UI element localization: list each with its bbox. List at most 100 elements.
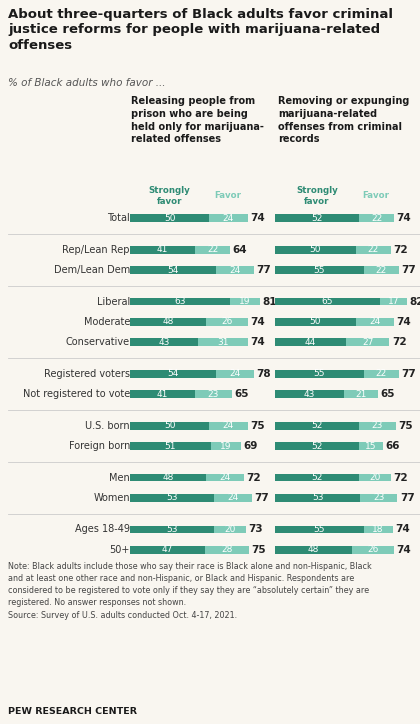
Text: 20: 20 [369, 473, 381, 482]
Bar [359, 214, 394, 222]
Text: 72: 72 [394, 245, 408, 255]
Text: Releasing people from
prison who are being
held only for marijuana-
related offe: Releasing people from prison who are bei… [131, 96, 264, 144]
Text: Rep/Lean Rep: Rep/Lean Rep [63, 245, 130, 255]
Text: Moderate: Moderate [84, 317, 130, 327]
Text: Removing or expunging
marijuana-related
offenses from criminal
records: Removing or expunging marijuana-related … [278, 96, 409, 144]
Text: 44: 44 [305, 338, 316, 347]
Bar [210, 422, 247, 429]
Text: 28: 28 [221, 545, 233, 555]
Text: 24: 24 [223, 421, 234, 430]
Text: 74: 74 [396, 544, 412, 555]
Bar [275, 390, 344, 398]
Text: 55: 55 [314, 369, 325, 379]
Bar [130, 214, 210, 222]
Text: 52: 52 [311, 473, 323, 482]
Bar [275, 422, 359, 429]
Text: 55: 55 [314, 266, 325, 274]
Text: 81: 81 [262, 297, 277, 306]
Bar [216, 266, 254, 274]
Text: 19: 19 [220, 442, 232, 450]
Bar [359, 422, 396, 429]
Text: Total: Total [107, 213, 130, 223]
Bar [346, 338, 389, 346]
Text: 74: 74 [396, 213, 412, 223]
Text: 77: 77 [256, 265, 271, 275]
Text: 43: 43 [158, 338, 170, 347]
Bar [275, 442, 359, 450]
Text: 73: 73 [248, 524, 263, 534]
Text: 24: 24 [223, 214, 234, 223]
Text: 23: 23 [372, 421, 383, 430]
Text: 21: 21 [356, 390, 367, 399]
Text: 72: 72 [392, 337, 407, 348]
Text: 24: 24 [369, 317, 381, 327]
Text: Liberal: Liberal [97, 297, 130, 306]
Text: 53: 53 [312, 494, 323, 502]
Bar [380, 298, 407, 306]
Text: Note: Black adults include those who say their race is Black alone and non-Hispa: Note: Black adults include those who say… [8, 562, 372, 620]
Bar [275, 214, 359, 222]
Text: 75: 75 [398, 421, 413, 431]
Text: 63: 63 [174, 297, 186, 306]
Text: 41: 41 [157, 245, 168, 254]
Bar [275, 370, 364, 378]
Text: 78: 78 [256, 369, 271, 379]
Bar [211, 442, 241, 450]
Bar [360, 494, 397, 502]
Text: 72: 72 [247, 473, 261, 483]
Bar [198, 338, 247, 346]
Bar [275, 338, 346, 346]
Text: Favor: Favor [214, 192, 241, 201]
Text: 20: 20 [224, 525, 236, 534]
Bar [210, 214, 247, 222]
Text: 48: 48 [163, 317, 174, 327]
Text: Conservative: Conservative [66, 337, 130, 348]
Text: 53: 53 [166, 525, 178, 534]
Text: 47: 47 [162, 545, 173, 555]
Text: 77: 77 [400, 493, 415, 503]
Bar [275, 318, 356, 326]
Bar [130, 370, 216, 378]
Text: U.S. born: U.S. born [85, 421, 130, 431]
Bar [130, 390, 195, 398]
Text: 64: 64 [232, 245, 247, 255]
Text: 22: 22 [368, 245, 379, 254]
Bar [214, 494, 252, 502]
Bar [275, 546, 352, 554]
Text: 50+: 50+ [110, 544, 130, 555]
Text: 74: 74 [395, 524, 410, 534]
Text: 52: 52 [311, 421, 323, 430]
Bar [130, 526, 214, 534]
Text: 50: 50 [164, 421, 176, 430]
Text: Foreign born: Foreign born [68, 441, 130, 451]
Text: About three-quarters of Black adults favor criminal
justice reforms for people w: About three-quarters of Black adults fav… [8, 8, 393, 52]
Bar [130, 246, 195, 253]
Text: 43: 43 [304, 390, 315, 399]
Text: 50: 50 [310, 245, 321, 254]
Bar [195, 390, 232, 398]
Bar [130, 422, 210, 429]
Bar [275, 298, 380, 306]
Text: 74: 74 [250, 213, 265, 223]
Text: % of Black adults who favor ...: % of Black adults who favor ... [8, 78, 165, 88]
Text: 65: 65 [322, 297, 333, 306]
Text: 17: 17 [388, 297, 399, 306]
Bar [130, 494, 214, 502]
Bar [195, 246, 230, 253]
Text: 24: 24 [229, 266, 240, 274]
Bar [275, 473, 359, 481]
Text: 77: 77 [402, 265, 416, 275]
Text: 48: 48 [163, 473, 174, 482]
Text: 23: 23 [373, 494, 385, 502]
Bar [130, 298, 230, 306]
Bar [130, 318, 206, 326]
Text: 22: 22 [376, 369, 387, 379]
Text: 52: 52 [311, 214, 323, 223]
Bar [206, 318, 247, 326]
Bar [275, 266, 364, 274]
Text: Favor: Favor [362, 192, 389, 201]
Bar [352, 546, 394, 554]
Text: 22: 22 [371, 214, 382, 223]
Text: Strongly
favor: Strongly favor [149, 187, 190, 206]
Text: 74: 74 [250, 337, 265, 348]
